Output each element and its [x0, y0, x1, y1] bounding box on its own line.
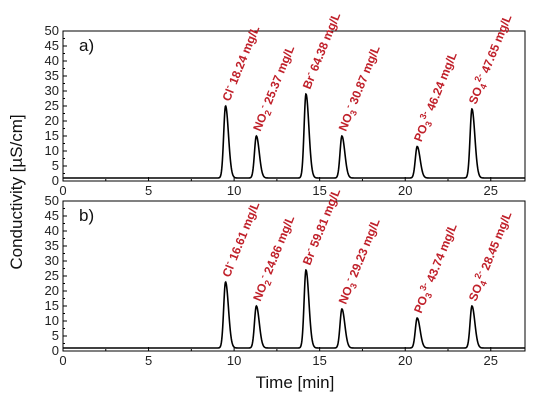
peak-ion-subscript: 3 — [423, 120, 434, 128]
peak-label: Br-64.38 mg/L — [298, 10, 343, 91]
y-tick-label: 35 — [45, 238, 59, 253]
peak-ion-charge: - — [257, 103, 267, 110]
y-tick-label: 45 — [45, 208, 59, 223]
y-tick-label: 50 — [45, 23, 59, 38]
peak-concentration: 64.38 mg/L — [307, 10, 343, 73]
peak-ion: NO — [336, 284, 356, 306]
peak-label: NO2-24.86 mg/L — [248, 213, 299, 304]
peak-ion: NO — [336, 111, 356, 133]
peak-ion-charge: - — [303, 70, 313, 77]
y-tick-label: 15 — [45, 128, 59, 143]
peak-concentration: 30.87 mg/L — [347, 43, 383, 106]
peak-concentration: 16.61 mg/L — [226, 200, 262, 263]
peak-concentration: 28.45 mg/L — [478, 209, 514, 272]
y-axis-title: Conductivity [µS/cm] — [7, 114, 26, 269]
peak-ion-subscript: 4 — [478, 279, 489, 287]
peak-ion: Cl — [219, 263, 236, 279]
peak-ion-charge: 2- — [472, 269, 484, 280]
y-tick-label: 20 — [45, 113, 59, 128]
peak-ion-charge: - — [222, 83, 232, 90]
chromatogram-trace — [63, 92, 525, 179]
peak-ion: SO — [466, 85, 485, 106]
peak-ion-charge: - — [303, 246, 313, 253]
x-tick-label: 0 — [59, 353, 66, 368]
peak-label: PO33-43.74 mg/L — [409, 221, 461, 316]
peak-concentration: 18.24 mg/L — [226, 24, 262, 87]
chromatogram-trace — [63, 268, 525, 349]
y-tick-label: 50 — [45, 193, 59, 208]
y-tick-label: 5 — [52, 328, 59, 343]
peak-ion-charge: 3- — [418, 109, 430, 120]
peak-ion: SO — [466, 282, 485, 303]
peak-ion-subscript: 3 — [348, 282, 359, 290]
y-tick-label: 40 — [45, 53, 59, 68]
peak-ion: NO — [250, 111, 270, 133]
x-tick-label: 20 — [398, 353, 412, 368]
y-tick-label: 0 — [52, 343, 59, 358]
peak-ion: PO — [411, 294, 430, 315]
y-tick-label: 25 — [45, 98, 59, 113]
peak-concentration: 43.74 mg/L — [424, 221, 460, 284]
peak-ion-charge: 2- — [472, 72, 484, 83]
peak-ion-charge: 3- — [418, 281, 430, 292]
peak-label: SO42-28.45 mg/L — [464, 209, 516, 304]
peak-ion-charge: - — [342, 103, 352, 110]
peak-label: PO33-46.24 mg/L — [409, 49, 461, 144]
x-tick-label: 15 — [312, 353, 326, 368]
x-tick-label: 5 — [145, 183, 152, 198]
x-tick-label: 5 — [145, 353, 152, 368]
y-tick-label: 5 — [52, 158, 59, 173]
y-tick-label: 10 — [45, 143, 59, 158]
peak-ion-subscript: 3 — [423, 291, 434, 299]
x-tick-label: 20 — [398, 183, 412, 198]
peak-ion-charge: - — [222, 259, 232, 266]
x-tick-label: 10 — [227, 183, 241, 198]
peak-ion-subscript: 4 — [478, 82, 489, 90]
peak-concentration: 47.65 mg/L — [478, 12, 514, 75]
peak-ion-subscript: 2 — [263, 109, 274, 117]
peak-label: NO2-25.37 mg/L — [248, 43, 299, 134]
y-tick-label: 45 — [45, 38, 59, 53]
peak-concentration: 25.37 mg/L — [261, 43, 297, 106]
y-tick-label: 30 — [45, 253, 59, 268]
y-tick-label: 35 — [45, 68, 59, 83]
peak-concentration: 46.24 mg/L — [424, 50, 460, 113]
peak-label: NO3-29.23 mg/L — [334, 216, 385, 307]
y-tick-label: 40 — [45, 223, 59, 238]
x-tick-label: 25 — [484, 353, 498, 368]
peak-ion: Br — [300, 73, 318, 91]
y-tick-label: 20 — [45, 283, 59, 298]
peak-ion-charge: - — [342, 276, 352, 283]
peak-ion: Cl — [219, 87, 236, 103]
panel-label: b) — [79, 206, 94, 225]
x-tick-label: 0 — [59, 183, 66, 198]
peak-label: SO42-47.65 mg/L — [464, 12, 516, 107]
x-axis-title: Time [min] — [256, 373, 335, 392]
peak-ion: Br — [300, 249, 318, 267]
peak-label: NO3-30.87 mg/L — [334, 43, 385, 134]
peak-concentration: 29.23 mg/L — [347, 216, 383, 279]
y-tick-label: 25 — [45, 268, 59, 283]
y-tick-label: 10 — [45, 313, 59, 328]
peak-ion-subscript: 3 — [348, 109, 359, 117]
peak-ion-charge: - — [257, 273, 267, 280]
peak-concentration: 24.86 mg/L — [261, 213, 297, 276]
y-tick-label: 0 — [52, 173, 59, 188]
x-tick-label: 25 — [484, 183, 498, 198]
panel-label: a) — [79, 36, 94, 55]
x-tick-label: 15 — [312, 183, 326, 198]
y-tick-label: 15 — [45, 298, 59, 313]
peak-label: Cl-16.61 mg/L — [218, 199, 263, 279]
y-tick-label: 30 — [45, 83, 59, 98]
peak-ion: NO — [250, 281, 270, 303]
peak-label: Cl-18.24 mg/L — [218, 23, 263, 103]
x-tick-label: 10 — [227, 353, 241, 368]
peak-ion-subscript: 2 — [263, 279, 274, 287]
peak-ion: PO — [411, 122, 430, 143]
